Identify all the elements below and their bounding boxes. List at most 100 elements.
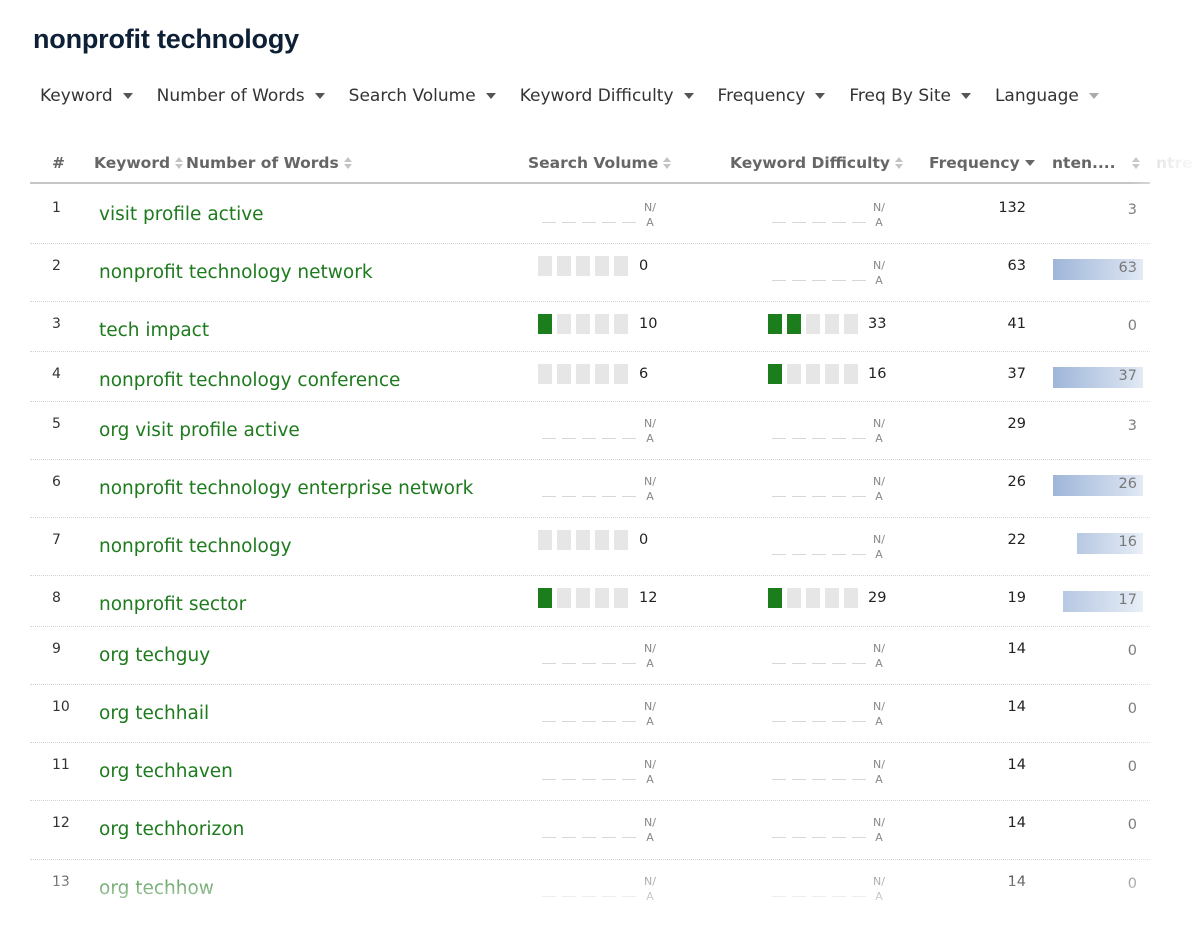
table-row[interactable]: 8 nonprofit sector 12 29 19 17 xyxy=(30,576,1150,627)
filter-bar: Keyword Number of Words Search Volume Ke… xyxy=(40,86,1123,106)
na-top: N/ xyxy=(873,201,885,214)
na-top: N/ xyxy=(644,642,656,655)
volume-empty-bars xyxy=(542,896,636,897)
na-top: N/ xyxy=(644,475,656,488)
difficulty-bar-segment xyxy=(806,364,820,384)
difficulty-empty-bars xyxy=(772,837,866,838)
volume-bar-segment xyxy=(538,588,552,608)
volume-empty-bars xyxy=(542,222,636,223)
difficulty-bar-segment xyxy=(768,314,782,334)
keyword-link[interactable]: nonprofit sector xyxy=(99,594,247,615)
difficulty-bar-segment xyxy=(825,314,839,334)
difficulty-empty-bars xyxy=(772,779,866,780)
na-bottom: A xyxy=(875,773,883,786)
table-row[interactable]: 9 org techguy N/A N/A 14 0 xyxy=(30,627,1150,685)
na-top: N/ xyxy=(644,758,656,771)
keyword-link[interactable]: org techhail xyxy=(99,703,210,724)
filter-label: Freq By Site xyxy=(849,86,951,106)
filter-frequency[interactable]: Frequency xyxy=(718,86,826,106)
table-row[interactable]: 4 nonprofit technology conference 6 16 37 37 xyxy=(30,352,1150,402)
filter-number-of-words[interactable]: Number of Words xyxy=(157,86,325,106)
difficulty-bar-segment xyxy=(787,588,801,608)
na-bottom: A xyxy=(875,216,883,229)
volume-value: 10 xyxy=(639,316,658,332)
keyword-link[interactable]: nonprofit technology conference xyxy=(99,370,401,391)
sort-icon xyxy=(1131,157,1140,169)
volume-bar-segment xyxy=(576,314,590,334)
col-content-header[interactable]: nten.... xyxy=(1052,154,1140,172)
filter-language[interactable]: Language xyxy=(995,86,1099,106)
table-row[interactable]: 10 org techhail N/A N/A 14 0 xyxy=(30,685,1150,743)
na-top: N/ xyxy=(644,816,656,829)
volume-bar-segment xyxy=(557,256,571,276)
col-words-header[interactable]: Number of Words xyxy=(186,154,352,172)
table-row[interactable]: 7 nonprofit technology 0 N/A 22 16 xyxy=(30,518,1150,576)
sort-desc-icon xyxy=(1024,160,1035,166)
filter-label: Number of Words xyxy=(156,86,305,106)
content-value: 0 xyxy=(1127,318,1137,334)
row-number: 7 xyxy=(52,532,61,548)
table-row[interactable]: 5 org visit profile active N/A N/A 29 3 xyxy=(30,402,1150,460)
volume-bar-segment xyxy=(595,530,609,550)
col-keyword-header[interactable]: Keyword xyxy=(94,154,184,172)
filter-keyword[interactable]: Keyword xyxy=(40,86,133,106)
na-top: N/ xyxy=(873,875,885,888)
volume-na: N/A xyxy=(642,474,658,504)
table-row[interactable]: 12 org techhorizon N/A N/A 14 0 xyxy=(30,801,1150,860)
content-bar xyxy=(1077,533,1143,554)
keyword-link[interactable]: org techhaven xyxy=(99,761,233,782)
table-row[interactable]: 6 nonprofit technology enterprise network… xyxy=(30,460,1150,518)
volume-value: 6 xyxy=(639,366,649,382)
difficulty-bar-segment xyxy=(844,588,858,608)
difficulty-empty-bars xyxy=(772,496,866,497)
keyword-link[interactable]: org techguy xyxy=(99,645,211,666)
difficulty-bar-segment xyxy=(844,364,858,384)
row-number: 12 xyxy=(52,815,70,831)
filter-label: Keyword Difficulty xyxy=(519,86,674,106)
frequency-value: 14 xyxy=(1007,641,1026,657)
difficulty-bars xyxy=(768,364,858,384)
row-number: 1 xyxy=(52,200,61,216)
filter-freq-by-site[interactable]: Freq By Site xyxy=(849,86,971,106)
content-value: 0 xyxy=(1127,701,1137,717)
table-row[interactable]: 13 org techhow N/A N/A 14 0 xyxy=(30,860,1150,903)
table-row[interactable]: 2 nonprofit technology network 0 N/A 63 63 xyxy=(30,244,1150,302)
frequency-value: 14 xyxy=(1007,815,1026,831)
volume-bar-segment xyxy=(595,256,609,276)
keyword-link[interactable]: org visit profile active xyxy=(99,420,300,441)
keyword-link[interactable]: visit profile active xyxy=(99,204,264,225)
volume-na: N/A xyxy=(642,641,658,671)
volume-na: N/A xyxy=(642,200,658,230)
table-row[interactable]: 3 tech impact 10 33 41 0 xyxy=(30,302,1150,352)
keyword-link[interactable]: org techhow xyxy=(99,878,214,899)
col-label: Number of Words xyxy=(186,154,339,172)
chevron-down-icon xyxy=(960,93,971,99)
keyword-link[interactable]: org techhorizon xyxy=(99,819,245,840)
col-volume-header[interactable]: Search Volume xyxy=(528,154,672,172)
row-number: 13 xyxy=(52,874,70,890)
keyword-link[interactable]: nonprofit technology network xyxy=(99,262,373,283)
table-row[interactable]: 11 org techhaven N/A N/A 14 0 xyxy=(30,743,1150,801)
col-difficulty-header[interactable]: Keyword Difficulty xyxy=(730,154,903,172)
na-bottom: A xyxy=(646,773,654,786)
na-top: N/ xyxy=(644,700,656,713)
col-frequency-header[interactable]: Frequency xyxy=(929,154,1035,172)
volume-bar-segment xyxy=(538,530,552,550)
filter-search-volume[interactable]: Search Volume xyxy=(349,86,496,106)
keyword-link[interactable]: tech impact xyxy=(99,320,210,341)
sort-icon xyxy=(894,157,903,169)
keyword-link[interactable]: nonprofit technology enterprise network xyxy=(99,478,474,499)
na-top: N/ xyxy=(873,475,885,488)
sort-icon xyxy=(663,157,672,169)
difficulty-empty-bars xyxy=(772,663,866,664)
table-row[interactable]: 1 visit profile active N/A N/A 132 3 xyxy=(30,186,1150,244)
filter-keyword-difficulty[interactable]: Keyword Difficulty xyxy=(520,86,694,106)
frequency-value: 41 xyxy=(1007,316,1026,332)
content-value: 37 xyxy=(1118,368,1137,384)
col-extra-header[interactable]: ntre xyxy=(1156,154,1193,172)
volume-value: 0 xyxy=(639,258,649,274)
col-label: Frequency xyxy=(929,154,1020,172)
na-top: N/ xyxy=(873,758,885,771)
keyword-link[interactable]: nonprofit technology xyxy=(99,536,292,557)
na-top: N/ xyxy=(873,533,885,546)
